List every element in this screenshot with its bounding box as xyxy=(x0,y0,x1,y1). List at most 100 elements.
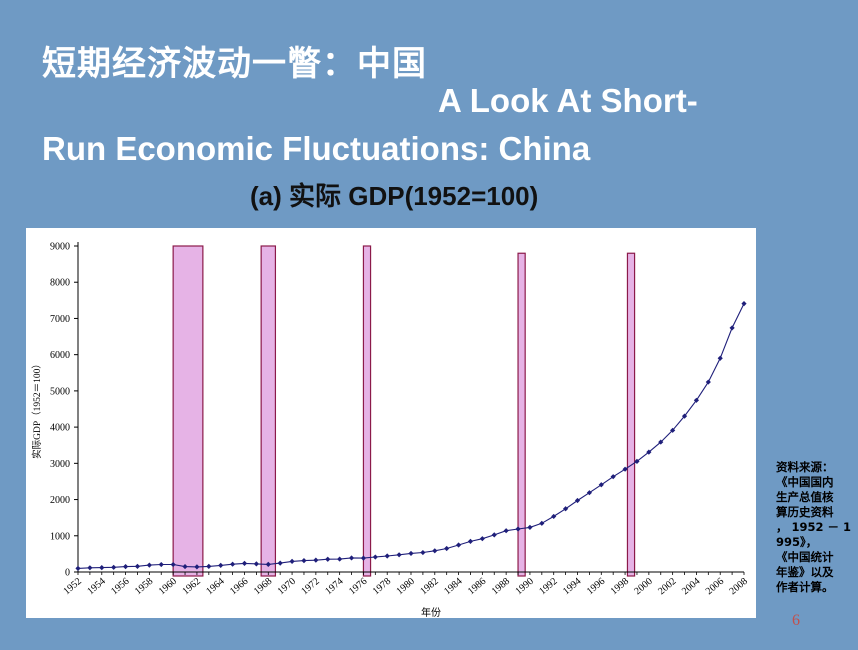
fluctuation-band xyxy=(172,245,204,577)
gdp-data-point xyxy=(455,542,462,548)
x-tick-label: 1996 xyxy=(585,576,607,597)
y-tick-label: 5000 xyxy=(50,386,70,397)
gdp-data-point xyxy=(586,490,592,496)
gdp-data-point xyxy=(111,564,117,570)
x-tick-label: 1966 xyxy=(228,576,250,597)
y-tick-label: 8000 xyxy=(50,278,70,289)
x-tick-label: 1978 xyxy=(371,576,393,597)
source-line: 资料来源： xyxy=(776,460,834,474)
gdp-data-point xyxy=(491,532,497,538)
source-line: 《中国国内 xyxy=(776,475,834,489)
gdp-data-point xyxy=(574,497,581,504)
chart-axes xyxy=(74,242,745,575)
y-tick-label: 9000 xyxy=(50,242,70,253)
y-tick-label: 6000 xyxy=(50,350,70,361)
gdp-series xyxy=(75,300,747,571)
chart-panel: 0 1000 2000 3000 4000 5000 6000 7000 8000 9000 195… xyxy=(26,228,756,620)
gdp-line-chart: 0 1000 2000 3000 4000 5000 6000 7000 8000 9000 195… xyxy=(31,242,750,620)
x-tick-label: 2004 xyxy=(680,576,702,597)
gdp-data-point xyxy=(444,545,450,552)
source-line: 生产总值核 xyxy=(776,490,834,504)
fluctuation-bands xyxy=(172,245,636,577)
gdp-data-point xyxy=(230,561,236,567)
slide-title-chinese: 短期经济波动一瞥：中国 xyxy=(42,44,427,84)
gdp-data-point xyxy=(646,449,652,455)
gdp-data-point xyxy=(337,556,343,562)
x-tick-label: 2000 xyxy=(632,576,654,597)
gdp-data-point xyxy=(396,552,402,558)
gdp-data-point xyxy=(158,561,164,568)
gdp-data-point xyxy=(432,548,438,554)
x-tick-label: 1958 xyxy=(133,576,155,597)
gdp-data-point xyxy=(206,563,212,569)
gdp-data-point xyxy=(372,554,378,560)
x-tick-label: 1994 xyxy=(561,576,583,597)
gdp-data-point xyxy=(527,524,533,530)
source-line: 作者计算。 xyxy=(776,580,834,594)
gdp-data-point xyxy=(670,427,676,433)
x-tick-label: 1988 xyxy=(490,576,512,597)
fluctuation-band xyxy=(517,252,526,577)
x-tick-label: 1960 xyxy=(157,576,179,597)
x-tick-label: 1954 xyxy=(85,576,107,597)
x-tick-label: 1974 xyxy=(323,576,345,597)
gdp-data-point xyxy=(420,549,426,556)
gdp-data-point xyxy=(360,555,367,561)
chart-subtitle: (a) 实际 GDP(1952=100) xyxy=(250,181,539,211)
x-tick-label: 1970 xyxy=(276,576,298,597)
y-tick-label: 4000 xyxy=(50,423,70,434)
gdp-data-point xyxy=(705,379,711,385)
gdp-data-point xyxy=(194,564,200,570)
x-tick-label: 1972 xyxy=(299,576,321,597)
gdp-data-point xyxy=(515,526,521,532)
gdp-data-point xyxy=(325,556,331,562)
x-tick-label: 1986 xyxy=(466,576,488,597)
y-tick-label: 2000 xyxy=(50,495,70,506)
gdp-data-point xyxy=(741,300,747,307)
gdp-data-point xyxy=(122,564,129,570)
gdp-data-point xyxy=(729,325,735,331)
data-source-note: 资料来源： 《中国国内 生产总值核 算历史资料， 1952 － 1 995》， 《中国统计… xyxy=(776,460,856,595)
gdp-data-point xyxy=(503,528,509,534)
x-tick-label: 1980 xyxy=(395,576,417,597)
gdp-data-point xyxy=(384,553,390,559)
slide-title-english-line2: Run Economic Fluctuations: China xyxy=(42,130,591,167)
gdp-data-point xyxy=(551,513,557,520)
x-tick-label: 1990 xyxy=(513,576,535,597)
fluctuation-band xyxy=(626,252,636,577)
x-tick-label: 2006 xyxy=(704,576,726,597)
source-line: 《中国统计 xyxy=(776,550,834,564)
gdp-data-point xyxy=(182,563,188,570)
y-axis-title: 实际GDP（1952＝100） xyxy=(31,359,43,459)
fluctuation-band xyxy=(260,245,277,577)
gdp-data-point xyxy=(99,565,105,571)
gdp-data-point xyxy=(539,520,545,526)
gdp-data-point xyxy=(75,565,81,571)
gdp-data-point xyxy=(301,557,307,564)
x-tick-label: 1968 xyxy=(252,576,274,597)
gdp-data-point xyxy=(134,563,141,569)
x-tick-label: 1964 xyxy=(204,576,226,597)
source-line: 算历史资料 xyxy=(776,505,834,519)
x-tick-label: 1956 xyxy=(109,576,131,597)
gdp-data-point xyxy=(87,565,93,571)
gdp-data-point xyxy=(289,558,295,564)
x-tick-label: 1982 xyxy=(418,576,440,597)
gdp-data-point xyxy=(681,413,688,419)
y-tick-label: 3000 xyxy=(50,459,70,470)
gdp-data-point xyxy=(598,482,604,488)
gdp-data-point xyxy=(313,557,319,563)
x-axis-title: 年份 xyxy=(421,606,441,618)
source-line: 995》， xyxy=(776,535,818,549)
gdp-data-point xyxy=(277,560,283,566)
gdp-data-point xyxy=(218,562,224,568)
gdp-data-point xyxy=(408,550,414,557)
gdp-data-point xyxy=(479,536,485,542)
gdp-data-point xyxy=(467,538,474,544)
source-line: ， 1952 － 1 xyxy=(776,520,852,534)
slide-title-english-line1: A Look At Short- xyxy=(438,82,698,119)
x-tick-label: 1962 xyxy=(180,576,202,597)
x-tick-label: 1952 xyxy=(62,576,84,597)
gdp-data-point xyxy=(265,561,271,567)
gdp-data-point xyxy=(253,561,259,567)
